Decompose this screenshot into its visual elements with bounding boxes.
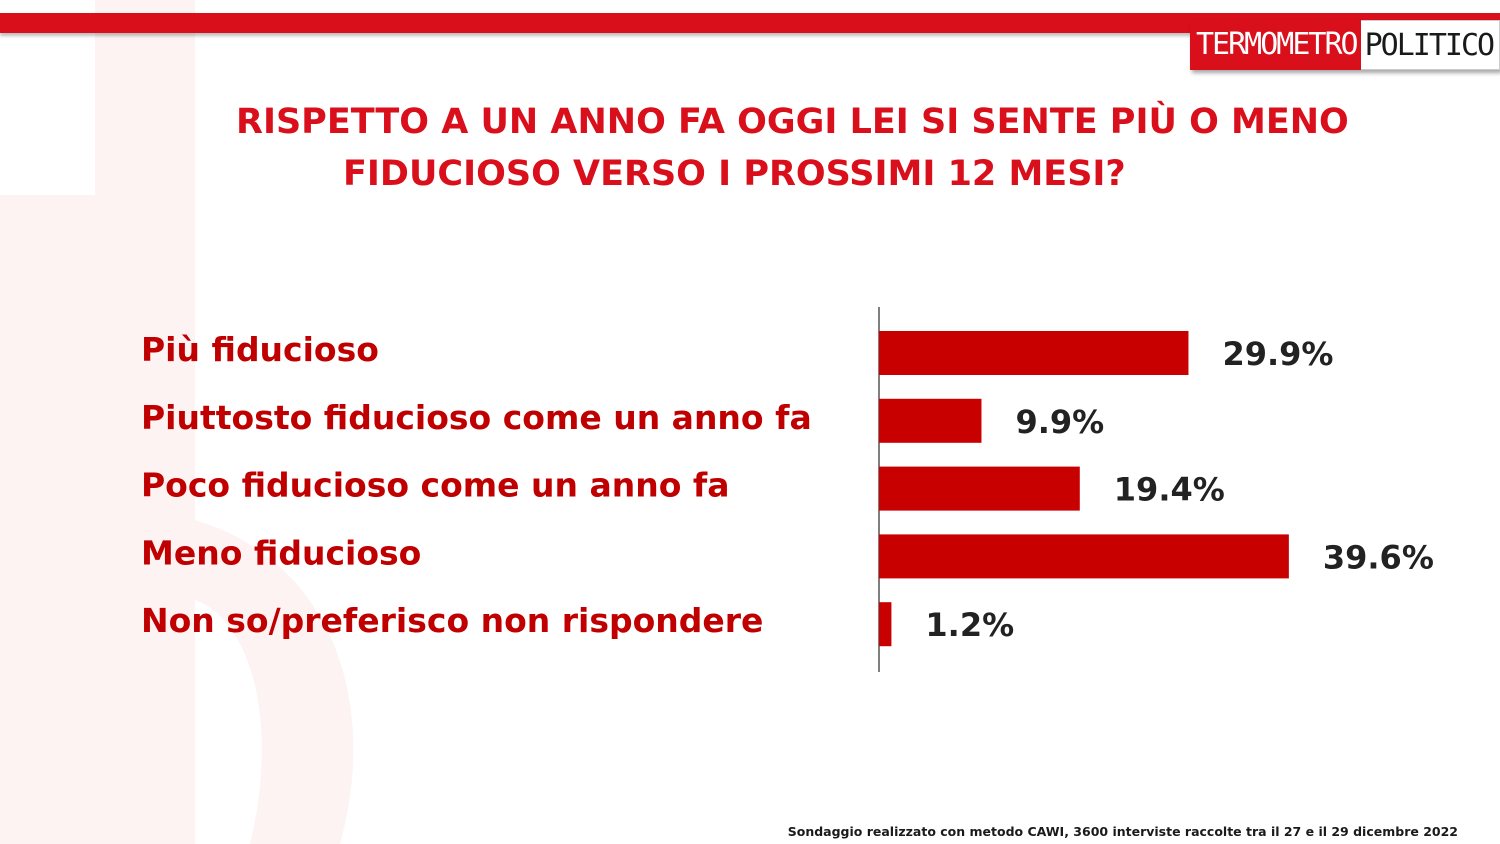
- logo-left-text: TERMOMETRO: [1190, 20, 1361, 70]
- category-label: Meno fiducioso: [141, 533, 421, 572]
- category-label: Non so/preferisco non rispondere: [141, 601, 763, 640]
- category-label: Più fiducioso: [141, 330, 379, 369]
- bar: [879, 331, 1189, 375]
- chart-title-line-1: RISPETTO A UN ANNO FA OGGI LEI SI SENTE …: [236, 102, 1349, 142]
- background-watermark: [0, 0, 354, 844]
- bar: [879, 466, 1080, 511]
- data-label: 9.9%: [1015, 403, 1104, 441]
- data-label: 29.9%: [1222, 335, 1333, 373]
- category-label: Poco fiducioso come un anno fa: [141, 466, 730, 505]
- data-label: 19.4%: [1114, 471, 1225, 509]
- footnote: Sondaggio realizzato con metodo CAWI, 36…: [787, 824, 1458, 839]
- bar: [879, 534, 1289, 579]
- data-label: 39.6%: [1323, 538, 1434, 576]
- bar: [879, 398, 982, 443]
- top-accent-bar: [0, 13, 1500, 33]
- category-label: Piuttosto fiducioso come un anno fa: [141, 398, 812, 437]
- chart-title-line-2: FIDUCIOSO VERSO I PROSSIMI 12 MESI?: [343, 154, 1126, 194]
- logo-right-text: POLITICO: [1360, 20, 1500, 70]
- brand-logo: TERMOMETRO POLITICO: [1190, 20, 1500, 70]
- bars-group: Più fiducioso 29.9% Piuttosto fiducioso co…: [141, 307, 1434, 672]
- data-label: 1.2%: [925, 606, 1014, 644]
- bar: [879, 602, 892, 647]
